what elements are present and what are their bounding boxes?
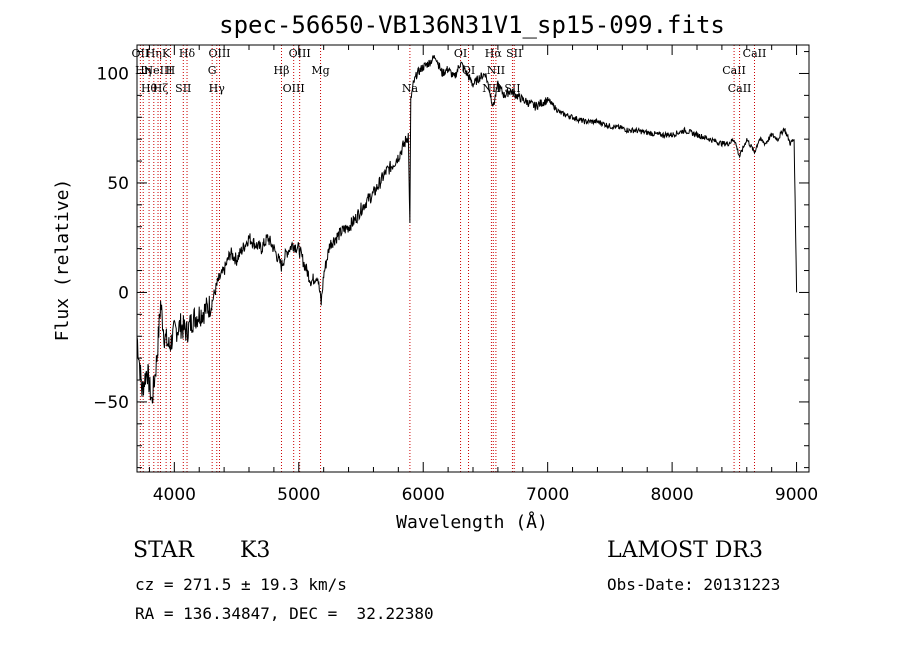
- x-tick-label: 8000: [650, 485, 693, 505]
- line-marker-label-8: SII: [175, 82, 191, 95]
- line-marker-label-25: CaII: [722, 64, 746, 77]
- y-tick-label: −50: [93, 393, 129, 413]
- line-marker-label-9: Hδ: [179, 47, 196, 60]
- chart-title: spec-56650-VB136N31V1_sp15-099.fits: [219, 11, 725, 39]
- obs-date-readout: Obs-Date: 20131223: [607, 575, 781, 594]
- axes: 4000 5000 6000 7000 8000 9000 −50 0 50 100: [93, 45, 818, 505]
- line-marker-label-12: OIII: [208, 47, 230, 60]
- x-tick-label: 5000: [277, 485, 320, 505]
- line-marker-label-16: Mg: [311, 64, 329, 77]
- line-marker-label-3: Hη: [146, 47, 162, 60]
- line-marker-label-22: NII: [487, 64, 505, 77]
- line-marker-label-5: Hζ: [153, 82, 169, 95]
- line-marker-label-14: OIII: [283, 82, 305, 95]
- line-marker-label-13: Hβ: [274, 64, 290, 77]
- line-marker-label-15: OIII: [289, 47, 311, 60]
- x-tick-label: 9000: [775, 485, 818, 505]
- line-marker-label-6: K: [162, 47, 171, 60]
- line-marker-label-10: G: [208, 64, 217, 77]
- flux-series-line: [136, 55, 798, 404]
- x-tick-label: 6000: [402, 485, 445, 505]
- line-marker-label-17: Na: [402, 82, 419, 95]
- y-tick-label: 100: [97, 64, 129, 84]
- line-marker-label-27: CaII: [743, 47, 767, 60]
- line-marker-label-21: Hα: [485, 47, 503, 60]
- class-label: STAR: [133, 538, 194, 563]
- y-tick-label: 0: [118, 283, 129, 303]
- y-axis-label: Flux (relative): [52, 179, 73, 342]
- y-tick-label: 50: [107, 174, 129, 194]
- subclass-label: K3: [240, 538, 271, 563]
- line-marker-label-19: OI: [462, 64, 475, 77]
- radec-readout: RA = 136.34847, DEC = 32.22380: [135, 604, 434, 623]
- line-marker-label-24: SII: [506, 47, 522, 60]
- spectral-line-markers: OIIHηHθHηNeIIIHζKHSIIHδGHγOIIIHβOIIIOIII…: [132, 45, 767, 472]
- line-marker-label-11: Hγ: [209, 82, 226, 95]
- x-tick-label: 7000: [526, 485, 569, 505]
- x-tick-label: 4000: [153, 485, 196, 505]
- line-marker-label-18: OI: [454, 47, 467, 60]
- line-marker-label-2: Hθ: [141, 82, 158, 95]
- line-marker-label-0: OII: [132, 47, 150, 60]
- line-marker-label-7: H: [166, 64, 176, 77]
- cz-readout: cz = 271.5 ± 19.3 km/s: [135, 575, 347, 594]
- x-axis-label: Wavelength (Å): [396, 511, 548, 533]
- line-marker-label-4: NeIII: [143, 64, 172, 77]
- survey-label: LAMOST DR3: [607, 538, 763, 563]
- line-marker-label-26: CaII: [728, 82, 752, 95]
